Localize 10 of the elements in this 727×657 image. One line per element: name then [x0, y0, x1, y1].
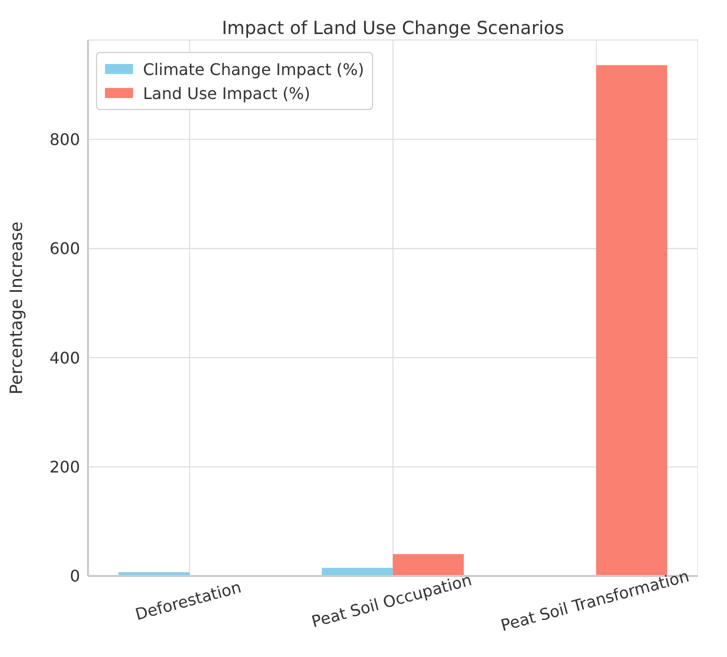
y-tick-label: 400	[49, 348, 80, 368]
bar	[392, 554, 464, 576]
y-tick-label: 800	[49, 130, 80, 150]
legend-label: Land Use Impact (%)	[143, 84, 310, 102]
y-axis-title: Percentage Increase	[7, 222, 28, 394]
y-tick-label: 200	[49, 458, 80, 477]
y-tick-label: 0	[70, 566, 80, 586]
chart-title: Impact of Land Use Change Scenarios	[220, 18, 566, 39]
y-tick-label: 600	[49, 239, 80, 258]
legend-label: Climate Change Impact (%)	[143, 60, 364, 78]
